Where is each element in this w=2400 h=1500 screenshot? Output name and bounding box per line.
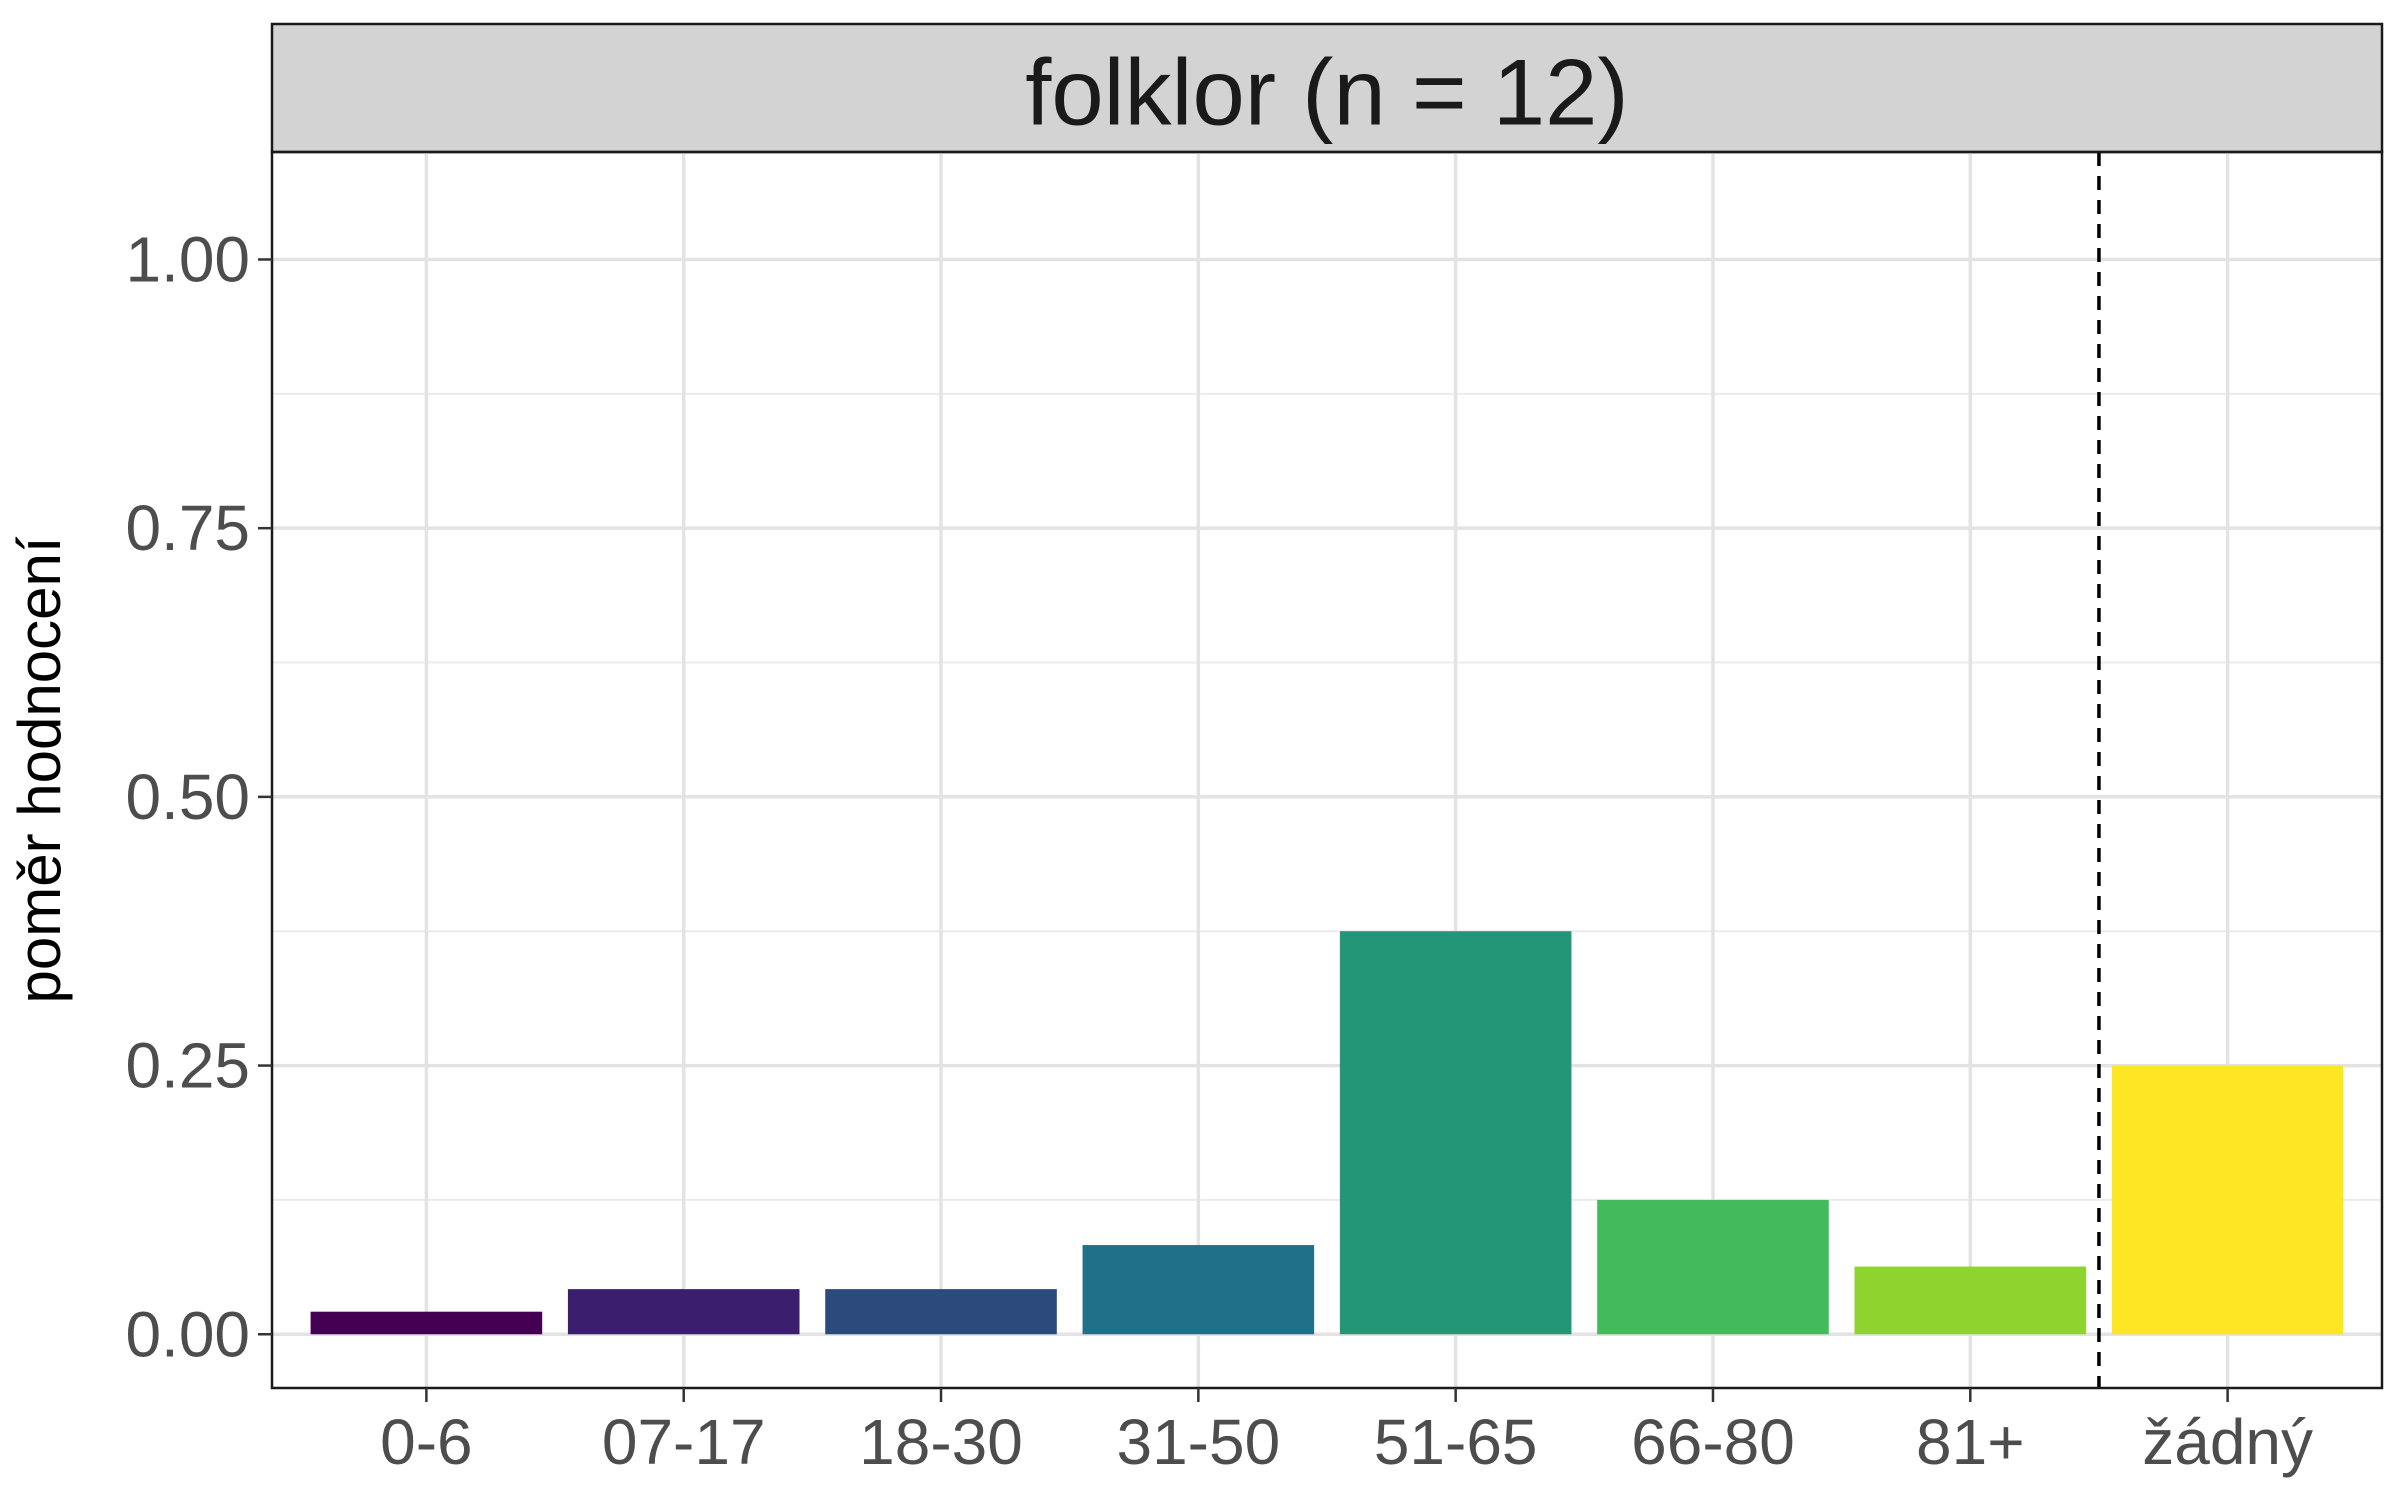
x-tick-label: 31-50 xyxy=(1116,1406,1280,1478)
x-tick-label: 66-80 xyxy=(1631,1406,1795,1478)
bar-0-6 xyxy=(310,1311,543,1335)
y-tick-label: 0.75 xyxy=(125,492,250,564)
bar-18-30 xyxy=(825,1289,1057,1335)
bar-07-17 xyxy=(567,1289,800,1335)
bar-31-50 xyxy=(1082,1245,1315,1335)
y-tick-label: 0.25 xyxy=(125,1030,250,1102)
x-tick-label: 18-30 xyxy=(859,1406,1023,1478)
grid-minor xyxy=(272,392,2382,1201)
y-axis-title: poměr hodnocení xyxy=(6,536,73,1003)
bar-51-65 xyxy=(1339,931,1572,1335)
x-tick-label: 81+ xyxy=(1916,1406,2025,1478)
x-tick-label: žádný xyxy=(2142,1406,2313,1478)
bars xyxy=(310,931,2344,1335)
y-tick-label: 1.00 xyxy=(125,223,250,295)
x-tick-label: 51-65 xyxy=(1374,1406,1538,1478)
x-tick-label: 07-17 xyxy=(602,1406,766,1478)
x-axis: 0-6 07-17 18-30 31-50 51-65 66-80 81+ žádný xyxy=(380,1388,2313,1478)
x-tick-label: 0-6 xyxy=(380,1406,473,1478)
grid-major xyxy=(272,152,2382,1388)
bar-81+ xyxy=(1854,1266,2087,1335)
y-axis: 0.00 0.25 0.50 0.75 1.00 xyxy=(125,223,272,1370)
y-tick-label: 0.50 xyxy=(125,761,250,833)
bar-žádný xyxy=(2111,1065,2344,1335)
y-tick-label: 0.00 xyxy=(125,1298,250,1370)
facet-title: folklor (n = 12) xyxy=(1025,40,1628,145)
facet-strip xyxy=(270,22,2384,154)
bar-66-80 xyxy=(1597,1199,1829,1335)
panel-border xyxy=(270,150,2384,1390)
